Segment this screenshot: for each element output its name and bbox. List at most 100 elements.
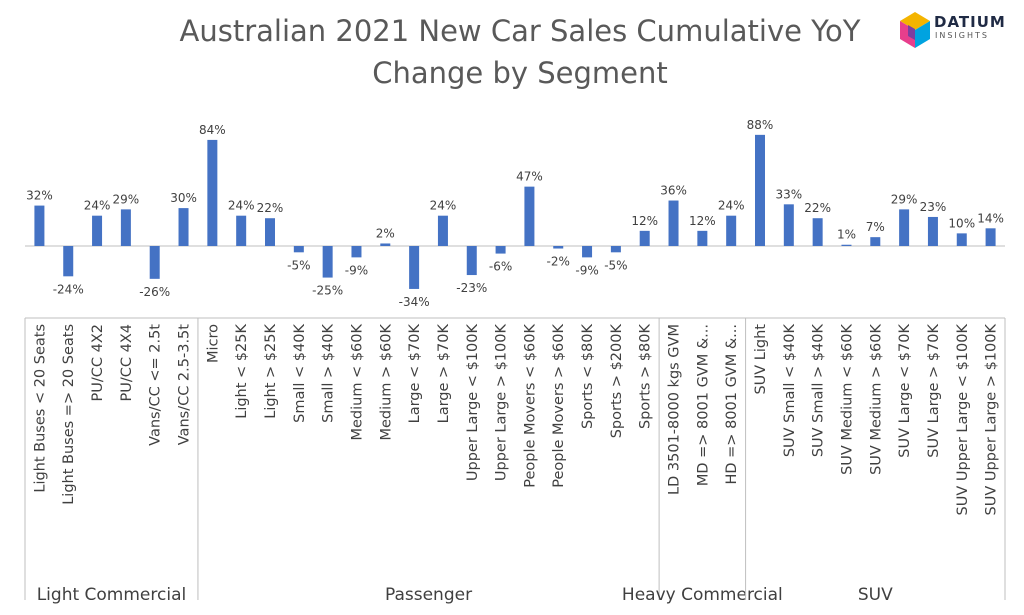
category-label: Medium > $60K [378, 324, 394, 441]
bar [985, 228, 996, 246]
category-label: People Movers > $60K [551, 324, 567, 488]
category-label: Upper Large > $100K [494, 324, 510, 482]
bar [755, 134, 765, 246]
bar [322, 246, 333, 278]
bar [495, 246, 506, 254]
data-label: -25% [312, 284, 343, 298]
data-label: 47% [516, 170, 543, 184]
category-label: SUV Small > $40K [811, 324, 827, 458]
data-label: 23% [920, 200, 947, 214]
datium-logo: DATIUM INSIGHTS [898, 10, 1018, 54]
category-label: SUV Large > $70K [926, 324, 942, 458]
category-label: HD => 8001 GVM &... [724, 324, 740, 485]
data-label: 84% [199, 123, 226, 137]
data-label: 88% [747, 118, 774, 132]
bar [63, 246, 74, 277]
category-label: SUV Upper Large > $100K [984, 324, 1000, 516]
category-label: SUV Medium > $60K [868, 324, 884, 475]
data-label: 33% [775, 187, 802, 201]
bar [351, 246, 362, 258]
data-label: 36% [660, 184, 687, 198]
bar [841, 244, 852, 246]
datium-cube-icon [900, 12, 930, 48]
data-label: -9% [345, 263, 368, 277]
bar [236, 215, 247, 246]
data-label: 24% [84, 199, 111, 213]
data-label: 22% [804, 201, 831, 215]
group-label: SUV [858, 585, 893, 605]
bar [524, 186, 535, 246]
category-label: PU/CC 4X2 [90, 324, 106, 401]
data-label: 22% [257, 201, 284, 215]
category-label: Small > $40K [321, 324, 337, 423]
data-label: 12% [631, 214, 658, 228]
chart-title-line1: Australian 2021 New Car Sales Cumulative… [179, 14, 861, 48]
bar [726, 215, 737, 246]
category-label: Vans/CC <= 2.5t [148, 324, 164, 446]
category-label: Sports > $200K [609, 324, 625, 439]
data-label: -24% [53, 282, 84, 296]
bar [870, 237, 881, 246]
data-label: 2% [376, 226, 395, 240]
bar [956, 233, 967, 246]
data-label: -6% [489, 260, 512, 274]
category-label: Small < $40K [292, 324, 308, 423]
category-label: Light > $25K [263, 324, 279, 419]
group-label: Heavy Commercial [622, 585, 783, 605]
data-label: 12% [689, 214, 716, 228]
category-label: PU/CC 4X4 [119, 324, 135, 401]
data-label: 1% [837, 228, 856, 242]
category-label: Large < $70K [407, 324, 423, 424]
category-label: Sports > $80K [638, 324, 654, 430]
logo-subtitle: INSIGHTS [935, 31, 989, 40]
bar [697, 230, 708, 246]
data-label: 29% [891, 192, 918, 206]
bar [927, 216, 938, 246]
bar [178, 208, 189, 246]
category-label: MD => 8001 GVM &... [695, 324, 711, 486]
data-label: 7% [866, 220, 885, 234]
data-label: 10% [948, 216, 975, 230]
bar [553, 246, 564, 249]
bar [466, 246, 477, 276]
data-label: 24% [430, 199, 457, 213]
bar [149, 246, 160, 279]
group-label: Passenger [385, 585, 472, 605]
bar [207, 139, 218, 246]
bar [265, 218, 275, 246]
data-label: -26% [139, 285, 170, 299]
logo-name: DATIUM [934, 13, 1006, 31]
bar [92, 215, 103, 246]
bar [610, 246, 621, 253]
category-label: SUV Small < $40K [782, 324, 798, 458]
bar [293, 246, 304, 253]
category-label: LD 3501-8000 kgs GVM [667, 324, 683, 495]
data-label: 29% [113, 192, 140, 206]
bar [812, 218, 823, 246]
bar [120, 209, 131, 246]
bar [380, 243, 391, 246]
data-label: 32% [26, 189, 53, 203]
bar [668, 200, 679, 246]
bar [639, 230, 650, 246]
category-label: SUV Light [753, 324, 769, 395]
data-label: -5% [287, 258, 310, 272]
category-label: Large > $70K [436, 324, 452, 424]
bar [582, 246, 593, 258]
data-label: 14% [977, 211, 1004, 225]
data-label: -5% [604, 258, 627, 272]
bar [899, 209, 910, 246]
data-label: -34% [399, 295, 430, 309]
bar [783, 204, 794, 246]
data-label: -23% [456, 281, 487, 295]
data-label: -9% [575, 263, 598, 277]
category-label: Micro [205, 324, 221, 363]
category-label: Light Buses < 20 Seats [32, 324, 48, 493]
bar [34, 205, 45, 246]
group-label: Light Commercial [37, 585, 187, 605]
category-label: SUV Upper Large < $100K [955, 324, 971, 516]
bar [409, 246, 420, 289]
category-label: Upper Large < $100K [465, 324, 481, 482]
data-label: 24% [718, 199, 745, 213]
